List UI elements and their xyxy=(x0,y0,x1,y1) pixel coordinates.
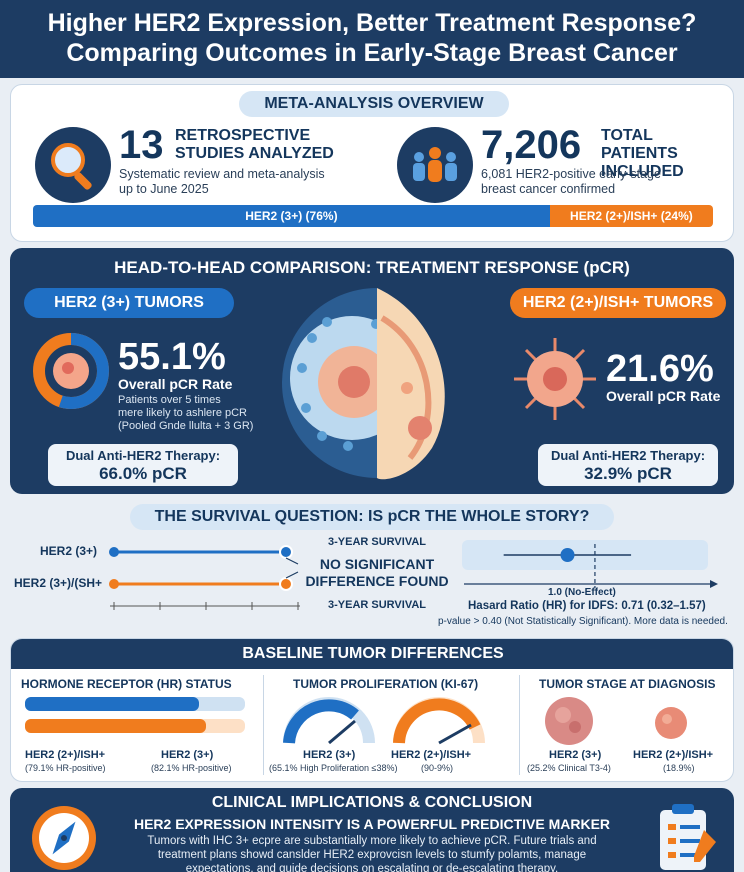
ki67-gauge-3plus xyxy=(283,697,375,745)
stage-b-sub: (18.9%) xyxy=(663,763,695,773)
clipboard-icon xyxy=(660,804,716,870)
donut-arc-3plus xyxy=(33,333,109,409)
compass-icon xyxy=(32,806,96,870)
stage-a-sub: (25.2% Clinical T3-4) xyxy=(527,763,611,773)
ki67-title: TUMOR PROLIFERATION (KI-67) xyxy=(293,677,479,691)
survival-row2-label: HER2 (3+)/(SH+ xyxy=(14,576,103,590)
comparison-heading: HEAD-TO-HEAD COMPARISON: TREATMENT RESPO… xyxy=(114,258,630,277)
split-bar-her2-2plus: HER2 (2+)/ISH+ (24%) xyxy=(549,205,713,227)
patients-number: 7,206 xyxy=(481,123,582,167)
ki67-b-sub: (90-9%) xyxy=(421,763,454,773)
overview-heading: META-ANALYSIS OVERVIEW xyxy=(239,91,509,117)
implications-heading: CLINICAL IMPLICATIONS & CONCLUSION xyxy=(211,794,533,811)
overview-card: META-ANALYSIS OVERVIEW 13 RETROSPECTIVE … xyxy=(10,84,734,242)
breast-tumor-illustration xyxy=(282,288,445,480)
studies-number: 13 xyxy=(119,123,164,167)
forest-plot xyxy=(464,544,718,588)
survival-row1-label: HER2 (3+) xyxy=(40,544,98,558)
comparison-panel: HEAD-TO-HEAD COMPARISON: TREATMENT RESPO… xyxy=(10,248,734,494)
left-pcr-note: Patients over 5 times mere likely to ash… xyxy=(118,394,254,432)
right-tumor-title: HER2 (2+)/ISH+ TUMORS xyxy=(510,288,726,318)
patients-description: 6,081 HER2-positive early-stage breast c… xyxy=(481,167,661,196)
implications-panel: CLINICAL IMPLICATIONS & CONCLUSION HER2 … xyxy=(10,788,734,872)
no-difference-callout: NO SIGNIFICANT DIFFERENCE FOUND xyxy=(305,556,449,589)
left-pcr-label: Overall pCR Rate xyxy=(118,376,233,392)
survival-top-annotation: 3-YEAR SURVIVAL xyxy=(328,536,427,548)
p-value-text: p-value > 0.40 (Not Statistically Signif… xyxy=(438,616,728,627)
pcr-donut-chart xyxy=(33,333,109,409)
patients-label: TOTAL PATIENTS INCLUDED xyxy=(601,127,684,180)
right-dual-therapy-box: Dual Anti-HER2 Therapy: 32.9% pCR xyxy=(538,444,718,486)
studies-label: RETROSPECTIVE STUDIES ANALYZED xyxy=(175,127,334,162)
ki67-gauge-2plus xyxy=(393,697,485,745)
ki67-b-label: HER2 (2+)/ISH+ xyxy=(391,749,472,761)
implications-body: Tumors with IHC 3+ ecpre are substantial… xyxy=(147,835,597,872)
right-pcr-rate: 21.6% xyxy=(606,348,714,390)
right-pcr-label: Overall pCR Rate xyxy=(606,388,721,404)
hr-b-sub: (82.1% HR-positive) xyxy=(151,763,232,773)
hr-a-sub: (79.1% HR-positive) xyxy=(25,763,106,773)
baseline-heading: BASELINE TUMOR DIFFERENCES xyxy=(242,645,504,662)
forest-reference-label: 1.0 (No-Effect) xyxy=(548,587,616,598)
title-line-1: Higher HER2 Expression, Better Treatment… xyxy=(47,9,697,37)
tumor-cell-icon xyxy=(514,338,596,420)
left-pcr-rate: 55.1% xyxy=(118,336,226,378)
left-tumor-title: HER2 (3+) TUMORS xyxy=(24,288,234,318)
divider xyxy=(263,675,264,775)
ki67-a-sub: (65.1% High Proliferation ≤38%) xyxy=(269,763,398,773)
ki67-a-label: HER2 (3+) xyxy=(303,749,356,761)
people-icon xyxy=(397,127,473,203)
left-dual-therapy-box: Dual Anti-HER2 Therapy: 66.0% pCR xyxy=(48,444,238,486)
survival-section: THE SURVIVAL QUESTION: IS pCR THE WHOLE … xyxy=(0,498,744,634)
studies-description: Systematic review and meta-analysis up t… xyxy=(119,167,325,196)
stage-a-label: HER2 (3+) xyxy=(549,749,602,761)
stage-b-label: HER2 (2+)/ISH+ xyxy=(633,749,714,761)
left-dual-value: 66.0% pCR xyxy=(99,464,187,483)
hr-status-title: HORMONE RECEPTOR (HR) STATUS xyxy=(21,677,232,691)
tumor-small-icon xyxy=(655,707,687,739)
cohort-split-bar: HER2 (3+) (76%) HER2 (2+)/ISH+ (24%) xyxy=(33,205,713,227)
hr-bar-2plus-fill xyxy=(25,697,200,711)
baseline-header: BASELINE TUMOR DIFFERENCES xyxy=(11,639,733,669)
header-banner: Higher HER2 Expression, Better Treatment… xyxy=(0,0,744,78)
hazard-ratio-text: Hasard Ratio (HR) for IDFS: 0.71 (0.32–1… xyxy=(468,600,706,612)
left-dual-label: Dual Anti-HER2 Therapy: xyxy=(65,448,221,463)
title-line-2: Comparing Outcomes in Early-Stage Breast… xyxy=(66,39,678,67)
forest-hr-point xyxy=(560,548,575,562)
implications-subheading: HER2 EXPRESSION INTENSITY IS A POWERFUL … xyxy=(133,816,611,832)
hr-b-label: HER2 (3+) xyxy=(161,749,214,761)
survival-lines xyxy=(109,545,300,610)
right-dual-value: 32.9% pCR xyxy=(584,464,672,483)
survival-bottom-annotation: 3-YEAR SURVIVAL xyxy=(328,599,427,611)
hr-bar-2plus-track xyxy=(25,697,245,711)
baseline-card: BASELINE TUMOR DIFFERENCES HORMONE RECEP… xyxy=(10,638,734,782)
search-icon xyxy=(35,127,111,203)
split-bar-her2-3plus: HER2 (3+) (76%) xyxy=(33,205,550,227)
hr-bar-3plus-fill xyxy=(25,719,206,733)
hr-a-label: HER2 (2+)/ISH+ xyxy=(25,749,106,761)
stage-title: TUMOR STAGE AT DIAGNOSIS xyxy=(539,677,716,691)
hr-bar-3plus-track xyxy=(25,719,245,733)
tumor-large-icon xyxy=(545,697,593,745)
survival-heading: THE SURVIVAL QUESTION: IS pCR THE WHOLE … xyxy=(130,504,614,530)
right-dual-label: Dual Anti-HER2 Therapy: xyxy=(550,448,706,463)
divider xyxy=(519,675,520,775)
